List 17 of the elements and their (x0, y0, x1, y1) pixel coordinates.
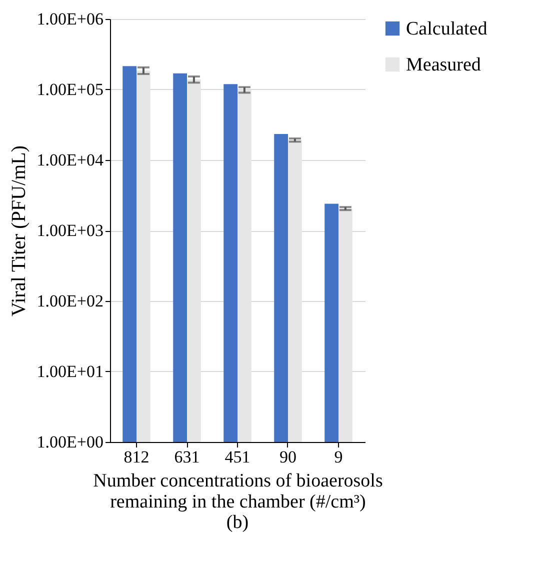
x-tick-label: 631 (174, 448, 200, 466)
y-axis-title: Viral Titer (PFU/mL) (8, 145, 30, 317)
y-tick-label: 1.00E+05 (36, 80, 104, 99)
y-tick-label: 1.00E+03 (36, 221, 104, 240)
y-tick-label: 1.00E+02 (36, 292, 104, 310)
legend-label: Calculated (406, 18, 488, 40)
x-axis-title: Number concentrations of bioaerosols remaining in the chamber (#/cm³) (93, 470, 383, 512)
y-tick-label: 1.00E+01 (36, 362, 104, 381)
y-tick-label: 1.00E+00 (36, 432, 104, 452)
x-tick-label: 9 (334, 448, 343, 466)
x-tick-label: 90 (279, 448, 296, 466)
text: (b) (226, 512, 249, 533)
y-tick-label: 1.00E+06 (36, 10, 104, 28)
x-tick-label: 812 (124, 448, 150, 466)
legend-label: Measured (406, 54, 482, 76)
y-tick-label: 1.00E+04 (36, 150, 104, 170)
x-tick-label: 451 (224, 448, 250, 466)
